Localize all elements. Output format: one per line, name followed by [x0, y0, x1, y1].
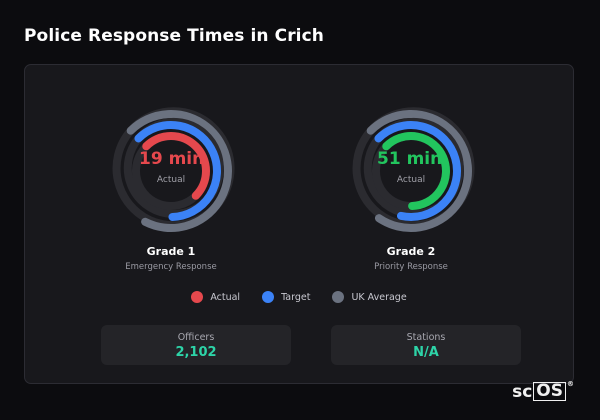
stat-officers: Officers 2,102: [101, 325, 291, 365]
legend-label-uk-average: UK Average: [351, 291, 407, 303]
stat-officers-value: 2,102: [175, 345, 217, 360]
legend-label-target: Target: [281, 291, 311, 303]
target-ring: [374, 121, 461, 221]
stat-officers-label: Officers: [177, 332, 215, 343]
gauge-grade-2-value: 51 min: [377, 149, 443, 169]
scos-logo: sc OS ®: [512, 380, 574, 402]
gauge-grade-1: 19 min Actual: [112, 105, 241, 235]
grade-2-title: Grade 2: [386, 245, 436, 258]
uk-average-ring: [366, 110, 472, 232]
legend-item-target: Target: [262, 291, 310, 303]
logo-registered-mark: ®: [567, 380, 574, 388]
logo-boxed: OS: [533, 382, 566, 401]
gauge-grade-1-value: 19 min: [139, 149, 205, 169]
gauge-grade-2-sublabel: Actual: [396, 175, 426, 185]
gauge-grade-2-rings: [352, 107, 475, 232]
grade-2-description: Priority Response: [374, 262, 448, 272]
legend-item-actual: Actual: [191, 291, 240, 303]
actual-ring: [382, 132, 450, 210]
legend-item-uk-average: UK Average: [332, 291, 407, 303]
actual-dot-icon: [191, 291, 204, 303]
logo-prefix: sc: [512, 382, 533, 402]
grade-1-description: Emergency Response: [125, 262, 217, 272]
stat-stations-label: Stations: [406, 332, 446, 343]
uk-average-dot-icon: [332, 291, 345, 303]
gauge-grade-2: 51 min Actual: [352, 105, 481, 235]
gauge-grade-1-sublabel: Actual: [156, 175, 186, 185]
target-dot-icon: [262, 291, 275, 303]
legend: Actual Target UK Average: [25, 291, 573, 303]
stat-stations-value: N/A: [413, 345, 439, 360]
legend-label-actual: Actual: [210, 291, 241, 303]
uk-average-ring: [126, 110, 232, 232]
grade-1-title: Grade 1: [146, 245, 196, 258]
gauge-grade-1-rings: [112, 107, 235, 232]
actual-ring: [142, 132, 210, 200]
response-card: 19 min Actual Grade 1 Emergency Response…: [24, 64, 574, 384]
target-ring: [134, 121, 221, 221]
page-title: Police Response Times in Crich: [24, 26, 324, 46]
stat-stations: Stations N/A: [331, 325, 521, 365]
